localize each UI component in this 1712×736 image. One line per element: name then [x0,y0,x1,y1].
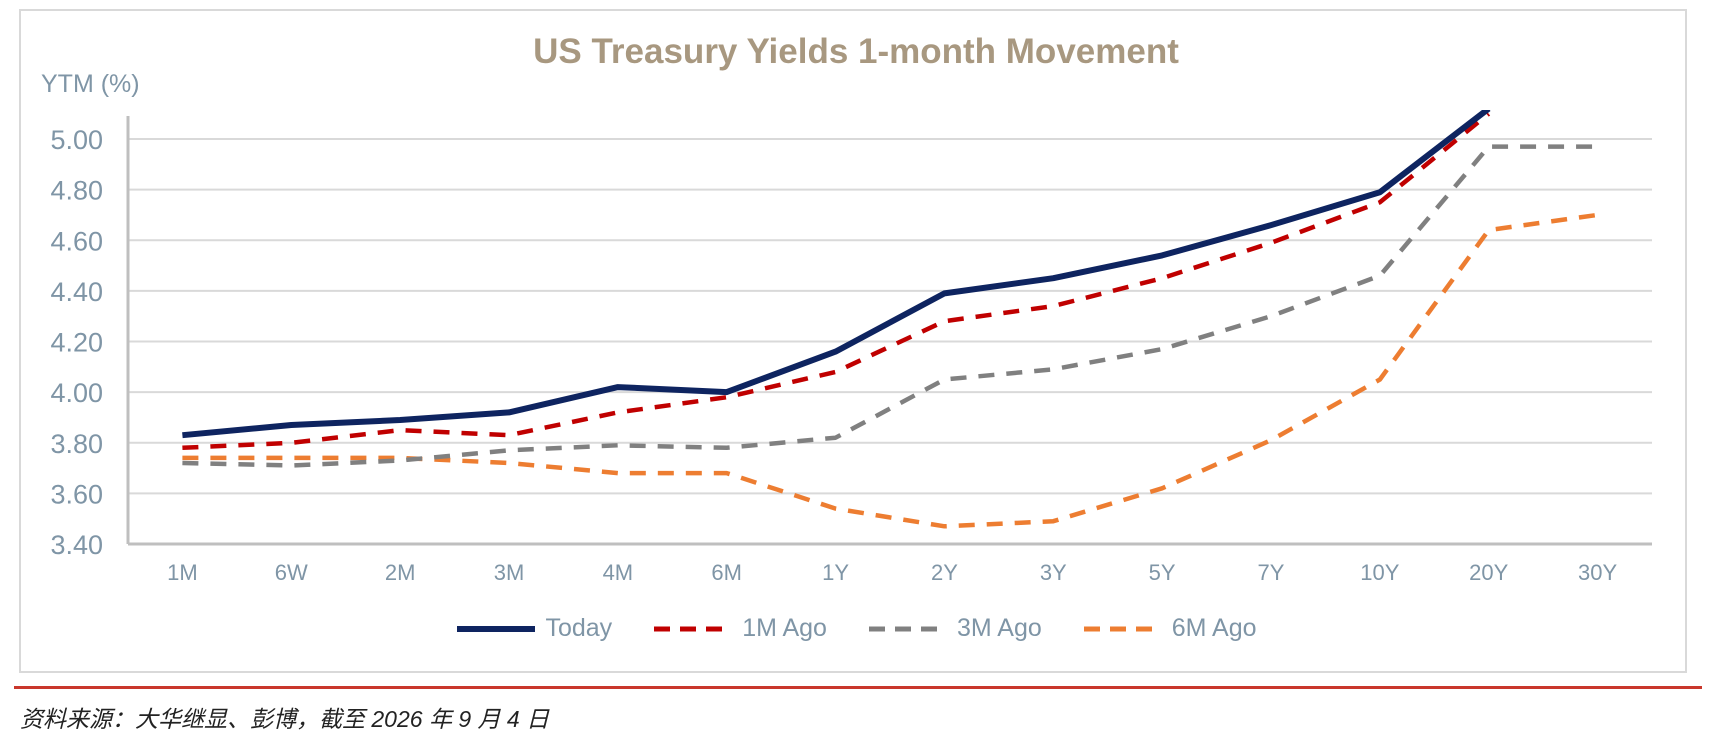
x-tick-label: 5Y [1149,560,1176,585]
legend-item-today: Today [455,614,612,643]
y-tick-label: 4.80 [50,176,103,206]
x-tick-label: 10Y [1360,560,1399,585]
legend-label-1m-ago: 1M Ago [742,614,827,642]
legend-label-today: Today [545,614,613,642]
x-tick-label: 1Y [822,560,849,585]
y-tick-label: 3.60 [50,479,103,509]
x-tick-label: 3Y [1040,560,1067,585]
y-tick-label: 5.00 [50,125,103,155]
y-tick-label: 3.80 [50,429,103,459]
legend-item-1m-ago: 1M Ago [652,614,827,643]
series-line-1m-ago [182,111,1491,451]
legend-swatch-1m-ago [654,626,733,631]
y-tick-label: 4.00 [50,378,103,408]
legend-swatch-6m-ago [1083,626,1162,631]
x-tick-label: 3M [494,560,525,585]
x-tick-label: 30Y [1578,560,1617,585]
x-tick-label: 1M [167,560,198,585]
y-tick-label: 4.40 [50,277,103,307]
legend-label-3m-ago: 3M Ago [956,614,1042,642]
series-line-3m-ago [182,144,1598,468]
y-tick-label: 4.60 [50,226,103,256]
legend-swatch-today [457,625,536,632]
legend-swatch-3m-ago [868,626,947,631]
series-line-today [182,110,1491,439]
legend-item-6m-ago: 6M Ago [1082,614,1257,643]
y-tick-label: 3.40 [50,530,103,560]
series-line-6m-ago [182,212,1598,529]
x-tick-label: 2M [385,560,416,585]
x-tick-label: 6W [275,560,308,585]
x-tick-label: 7Y [1258,560,1285,585]
legend-label-6m-ago: 6M Ago [1171,614,1257,642]
source-divider [14,686,1702,689]
source-note: 资料来源：大华继显、彭博，截至 2026 年 9 月 4 日 [20,706,550,732]
y-tick-label: 4.20 [50,328,103,358]
x-tick-label: 4M [603,560,634,585]
x-tick-label: 6M [711,560,742,585]
legend: Today 1M Ago 3M Ago 6M Ago [0,614,1712,643]
x-tick-label: 2Y [931,560,958,585]
legend-item-3m-ago: 3M Ago [867,614,1042,643]
x-tick-label: 20Y [1469,560,1508,585]
y-axis-label: YTM (%) [41,70,140,98]
chart-title: US Treasury Yields 1-month Movement [533,32,1179,71]
